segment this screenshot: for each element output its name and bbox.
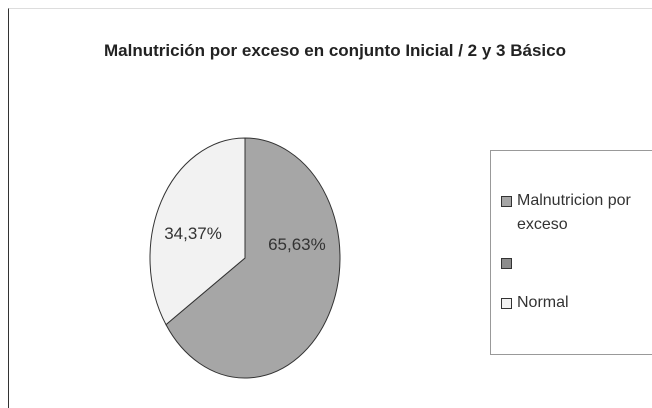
legend-swatch [501, 258, 512, 269]
legend-swatch [501, 196, 512, 207]
legend-label: Malnutricion por exceso [517, 192, 631, 233]
pie-slice [149, 137, 246, 326]
legend-label: Normal [517, 294, 569, 311]
data-label: 65,63% [268, 235, 326, 254]
legend-swatch [501, 298, 512, 309]
chart-title: Malnutrición por exceso en conjunto Inic… [104, 41, 566, 60]
legend-item: Malnutricion por exceso [501, 189, 652, 237]
legend: Malnutricion por exceso Normal [490, 150, 652, 355]
chart-frame [8, 8, 652, 408]
pie-slice [165, 137, 341, 379]
data-label: 34,37% [164, 224, 222, 243]
legend-item: Normal [501, 291, 652, 315]
